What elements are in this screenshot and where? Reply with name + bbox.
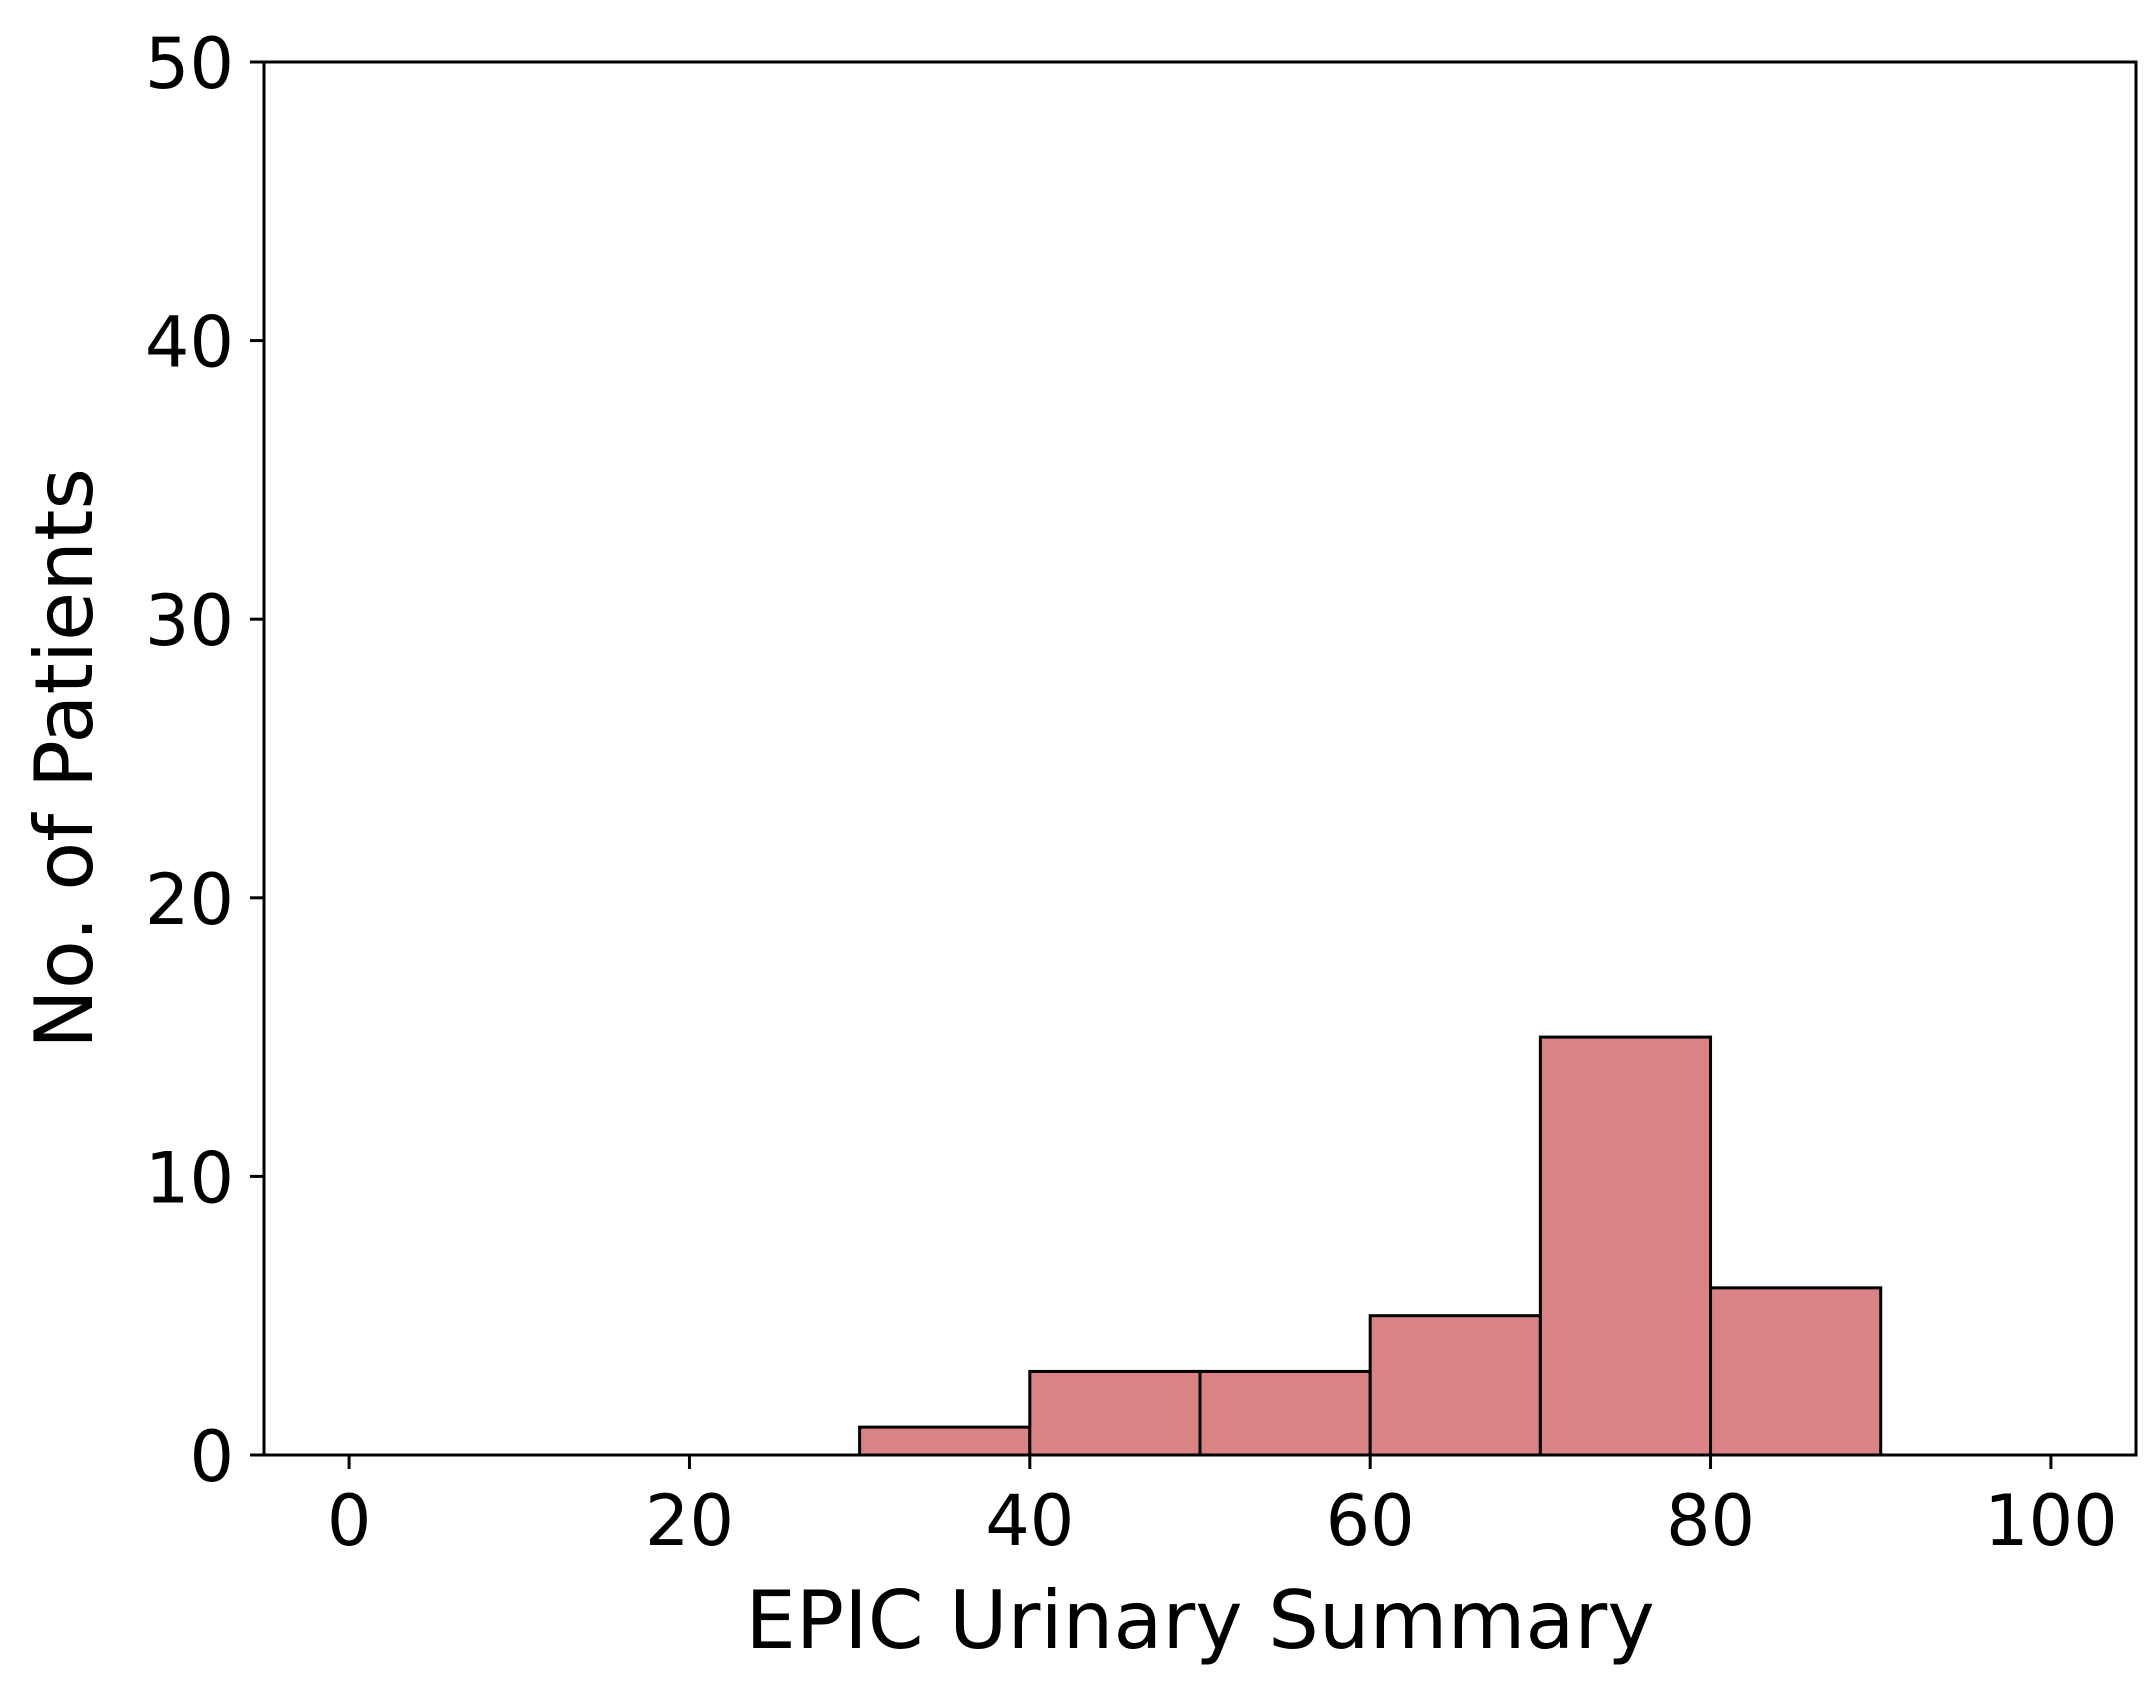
histogram-bar-30-40 [858, 1425, 1032, 1457]
histogram-bar-70-80 [1538, 1035, 1713, 1457]
y-tick-label: 10 [145, 1137, 234, 1219]
x-tick-label: 40 [985, 1480, 1074, 1562]
y-tick-label: 40 [145, 302, 234, 384]
x-tick-label: 60 [1326, 1480, 1415, 1562]
y-tick-label: 20 [145, 859, 234, 941]
y-tick-label: 50 [145, 23, 234, 105]
y-axis-ticks: 0 10 20 30 40 50 [145, 23, 264, 1498]
x-tick-label: 0 [327, 1480, 372, 1562]
bars-layer [858, 1035, 1883, 1457]
y-tick-label: 0 [189, 1416, 234, 1498]
x-tick-label: 100 [1984, 1480, 2118, 1562]
histogram-bar-80-90 [1709, 1286, 1883, 1457]
x-axis-label: EPIC Urinary Summary [745, 1574, 1654, 1667]
plot-frame [262, 60, 2138, 1457]
x-tick-label: 80 [1666, 1480, 1755, 1562]
histogram-bar-40-50 [1028, 1369, 1202, 1457]
y-axis-label: No. of Patients [18, 468, 111, 1049]
x-axis-ticks: 0 20 40 60 80 100 [327, 1455, 2118, 1562]
x-tick-label: 20 [645, 1480, 734, 1562]
y-tick-label: 30 [145, 580, 234, 662]
histogram-bar-60-70 [1368, 1314, 1542, 1457]
histogram-bar-50-60 [1198, 1369, 1372, 1457]
